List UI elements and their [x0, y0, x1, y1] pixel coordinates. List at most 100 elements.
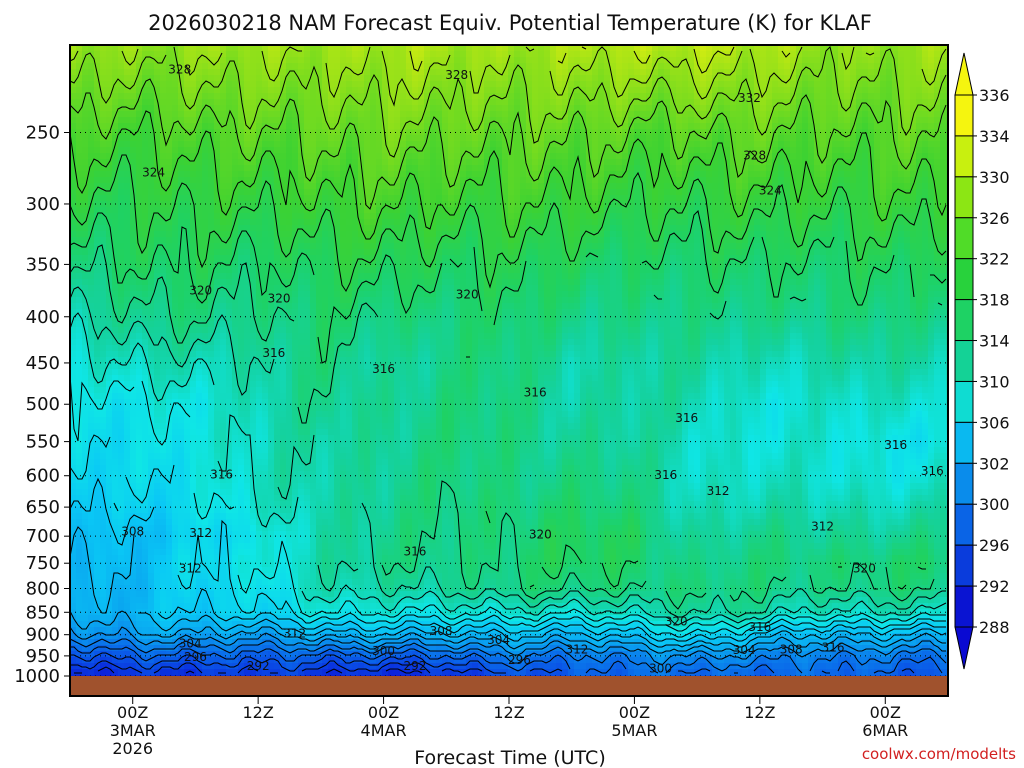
field-cell: [226, 657, 233, 664]
field-cell: [250, 99, 257, 106]
field-cell: [328, 291, 335, 298]
field-cell: [136, 507, 143, 514]
field-cell: [166, 105, 173, 112]
field-cell: [334, 327, 341, 334]
field-cell: [286, 375, 293, 382]
field-cell: [70, 573, 77, 580]
field-cell: [154, 201, 161, 208]
field-cell: [310, 567, 317, 574]
field-cell: [340, 531, 347, 538]
field-cell: [154, 93, 161, 100]
field-cell: [268, 339, 275, 346]
field-cell: [172, 555, 179, 562]
field-cell: [94, 507, 101, 514]
field-cell: [94, 381, 101, 388]
field-cell: [70, 459, 77, 466]
field-cell: [250, 327, 257, 334]
field-cell: [130, 273, 137, 280]
field-cell: [250, 93, 257, 100]
field-cell: [262, 453, 269, 460]
field-cell: [172, 75, 179, 82]
field-cell: [250, 423, 257, 430]
field-cell: [226, 357, 233, 364]
field-cell: [334, 123, 341, 130]
field-cell: [232, 447, 239, 454]
field-cell: [148, 69, 155, 76]
field-cell: [298, 123, 305, 130]
field-cell: [154, 249, 161, 256]
field-cell: [226, 579, 233, 586]
field-cell: [124, 657, 131, 664]
field-cell: [106, 177, 113, 184]
field-cell: [166, 609, 173, 616]
field-cell: [286, 207, 293, 214]
field-cell: [118, 549, 125, 556]
field-cell: [262, 147, 269, 154]
field-cell: [280, 519, 287, 526]
field-cell: [346, 81, 353, 88]
field-cell: [82, 249, 89, 256]
field-cell: [88, 495, 95, 502]
field-cell: [136, 435, 143, 442]
field-cell: [82, 465, 89, 472]
field-cell: [250, 69, 257, 76]
field-cell: [310, 237, 317, 244]
field-cell: [304, 315, 311, 322]
field-cell: [232, 297, 239, 304]
field-cell: [190, 141, 197, 148]
field-cell: [88, 393, 95, 400]
field-cell: [304, 621, 311, 628]
field-cell: [316, 507, 323, 514]
field-cell: [106, 291, 113, 298]
field-cell: [118, 579, 125, 586]
field-cell: [268, 387, 275, 394]
field-cell: [208, 633, 215, 640]
field-cell: [196, 669, 203, 676]
field-cell: [106, 267, 113, 274]
field-cell: [136, 219, 143, 226]
field-cell: [94, 429, 101, 436]
field-cell: [112, 651, 119, 658]
field-cell: [106, 567, 113, 574]
field-cell: [190, 459, 197, 466]
field-cell: [202, 531, 209, 538]
field-cell: [304, 159, 311, 166]
field-cell: [328, 51, 335, 58]
field-cell: [76, 63, 83, 70]
field-cell: [106, 189, 113, 196]
field-cell: [280, 243, 287, 250]
field-cell: [238, 357, 245, 364]
field-cell: [328, 261, 335, 268]
field-cell: [226, 189, 233, 196]
field-cell: [244, 147, 251, 154]
field-cell: [70, 381, 77, 388]
field-cell: [292, 105, 299, 112]
field-cell: [166, 363, 173, 370]
field-cell: [100, 663, 107, 670]
field-cell: [106, 459, 113, 466]
field-cell: [178, 561, 185, 568]
field-cell: [148, 567, 155, 574]
field-cell: [214, 45, 221, 52]
field-cell: [262, 315, 269, 322]
field-cell: [148, 585, 155, 592]
field-cell: [88, 207, 95, 214]
field-cell: [262, 627, 269, 634]
field-cell: [106, 309, 113, 316]
field-cell: [340, 543, 347, 550]
field-cell: [160, 501, 167, 508]
field-cell: [124, 195, 131, 202]
field-cell: [262, 141, 269, 148]
field-cell: [172, 159, 179, 166]
field-cell: [298, 561, 305, 568]
field-cell: [94, 351, 101, 358]
field-cell: [214, 645, 221, 652]
field-cell: [118, 459, 125, 466]
field-cell: [322, 303, 329, 310]
field-cell: [316, 291, 323, 298]
field-cell: [226, 249, 233, 256]
field-cell: [124, 615, 131, 622]
field-cell: [208, 549, 215, 556]
field-cell: [310, 117, 317, 124]
field-cell: [148, 321, 155, 328]
